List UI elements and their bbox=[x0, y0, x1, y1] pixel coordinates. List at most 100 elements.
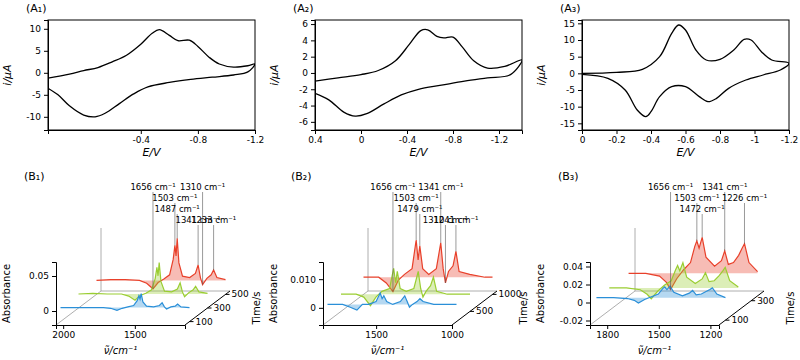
tick-label: -0.6 bbox=[677, 135, 695, 145]
tick-mark bbox=[198, 130, 199, 134]
annotation-leader bbox=[152, 192, 153, 289]
y-axis-title: Absorbance bbox=[535, 264, 546, 323]
depth-frame bbox=[635, 228, 636, 291]
tick: -0.8 bbox=[190, 130, 208, 145]
tick-label: 100 bbox=[731, 315, 748, 325]
tick-label: 1800 bbox=[596, 330, 619, 340]
tick: 0 bbox=[569, 69, 582, 79]
tick-mark bbox=[586, 303, 590, 304]
tick: -5 bbox=[566, 85, 582, 95]
axis-line bbox=[311, 21, 316, 131]
tick: 5 bbox=[569, 52, 582, 62]
tick-label: 5 bbox=[569, 52, 575, 62]
tick-mark bbox=[407, 130, 408, 134]
axis: 5001000 bbox=[452, 289, 522, 325]
tick: 0 bbox=[43, 306, 56, 316]
tick-label: -0.8 bbox=[445, 135, 463, 145]
tick-label: -10 bbox=[26, 112, 41, 122]
tick-label: -10 bbox=[560, 102, 575, 112]
panel: 180015001200-0.0200.020.04100300Time/s16… bbox=[535, 170, 796, 356]
tick-label: 1500 bbox=[648, 330, 671, 340]
panel-title: (B₂) bbox=[291, 170, 312, 183]
tick-mark bbox=[226, 294, 230, 295]
tick: -0.8 bbox=[712, 130, 730, 145]
panel-title: (B₁) bbox=[24, 170, 45, 183]
tick-label: -0.4 bbox=[133, 135, 151, 145]
tick-mark bbox=[190, 321, 194, 322]
plot-area bbox=[328, 240, 493, 310]
tick-label: 2000 bbox=[52, 330, 75, 340]
panel-title: (A₃) bbox=[560, 2, 581, 15]
tick: -0.6 bbox=[677, 130, 695, 145]
annotations: 1656 cm⁻¹1503 cm⁻¹1479 cm⁻¹1341 cm⁻¹1310… bbox=[370, 182, 478, 292]
tick-label: 0.4 bbox=[308, 135, 323, 145]
tick-label: 0 bbox=[35, 68, 41, 78]
depth-frame bbox=[323, 291, 497, 325]
tick: -10 bbox=[26, 112, 48, 122]
tick-mark bbox=[63, 325, 64, 329]
plot-area bbox=[315, 29, 522, 116]
axis: 100300500 bbox=[185, 289, 249, 326]
tick-mark bbox=[208, 308, 212, 309]
tick-label: 0.04 bbox=[563, 262, 583, 272]
tick: 1500 bbox=[124, 325, 147, 340]
tick: 10 bbox=[30, 24, 48, 34]
tick-label: 0.010 bbox=[290, 275, 316, 285]
tick: -10 bbox=[560, 102, 582, 112]
tick-mark bbox=[493, 294, 497, 295]
tick: 0.04 bbox=[563, 262, 590, 272]
axis: 15001000 bbox=[324, 325, 465, 340]
annotation: 1487 cm⁻¹ bbox=[155, 204, 200, 214]
tick-label: 0 bbox=[310, 303, 316, 313]
spectrum-line bbox=[596, 286, 725, 303]
tick-mark bbox=[789, 130, 790, 134]
tick-mark bbox=[311, 24, 315, 25]
tick: -1 bbox=[751, 130, 760, 145]
panel-title: (A₁) bbox=[26, 2, 47, 15]
tick: 10 bbox=[564, 35, 582, 45]
tick: 0 bbox=[310, 303, 323, 313]
cv-curve bbox=[315, 29, 522, 116]
z-axis-title: Time/s bbox=[785, 291, 796, 325]
tick: -0.2 bbox=[608, 130, 626, 145]
axis-line bbox=[57, 326, 186, 330]
plot-area bbox=[61, 238, 226, 310]
tick-label: -0.4 bbox=[399, 135, 417, 145]
tick-label: 100 bbox=[196, 317, 213, 327]
axis-line bbox=[452, 291, 497, 325]
spectrum-line bbox=[328, 293, 457, 310]
tick: -6 bbox=[299, 117, 315, 127]
panel: 15001000 0 0.010 5001000Time/s 1656 cm⁻¹1503… bbox=[268, 170, 529, 356]
tick-label: -6 bbox=[299, 117, 308, 127]
tick-label: -0.2 bbox=[608, 135, 626, 145]
tick-mark bbox=[470, 311, 474, 312]
tick-mark bbox=[52, 311, 56, 312]
panel: 0-0.2-0.4-0.6-0.8-1-1.2-15-10-5051015(A₃… bbox=[535, 2, 798, 159]
plot-area bbox=[48, 30, 255, 117]
panel: 0.40-0.4-0.8-1.2-6-4-20246(A₂)E/Vi/μA bbox=[268, 2, 523, 159]
tick-mark bbox=[44, 117, 48, 118]
axis-line bbox=[324, 326, 453, 330]
x-axis-title: E/V bbox=[142, 146, 162, 159]
spectrum-line bbox=[61, 294, 190, 311]
tick-mark bbox=[710, 325, 711, 329]
panel-title: (B₃) bbox=[558, 170, 579, 183]
tick: 0 bbox=[580, 130, 586, 145]
tick-mark bbox=[586, 321, 590, 322]
tick: 0.02 bbox=[563, 280, 590, 290]
z-axis-title: Time/s bbox=[251, 291, 262, 325]
tick-label: 1200 bbox=[699, 330, 722, 340]
tick-mark bbox=[578, 23, 582, 24]
tick: 4 bbox=[302, 36, 315, 46]
axis: 2000 1500 bbox=[52, 325, 185, 340]
annotation-leader bbox=[202, 192, 203, 285]
annotation-leader bbox=[455, 225, 456, 251]
axis: -0.0200.020.04 bbox=[560, 262, 591, 326]
tick-mark bbox=[319, 308, 323, 309]
z-axis-title: Time/s bbox=[518, 291, 529, 325]
annotation: 1479 cm⁻¹ bbox=[397, 204, 442, 214]
annotation: 1656 cm⁻¹ bbox=[370, 182, 415, 192]
tick-label: -15 bbox=[560, 119, 575, 129]
plot-frame bbox=[48, 20, 255, 130]
y-axis-title: i/μA bbox=[268, 64, 281, 85]
